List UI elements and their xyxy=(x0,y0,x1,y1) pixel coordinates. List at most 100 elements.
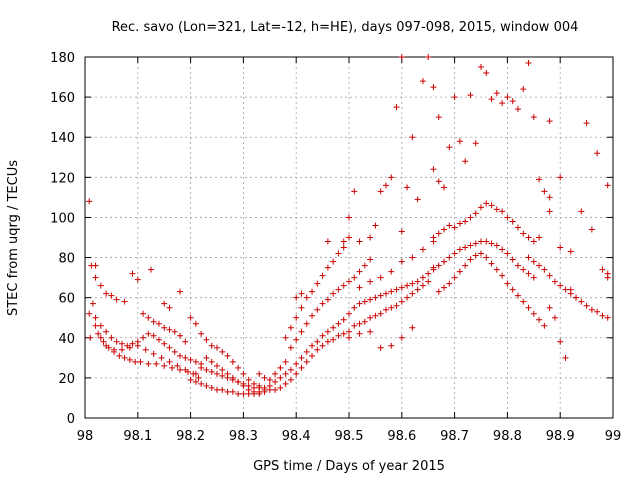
data-point xyxy=(208,358,215,365)
data-point xyxy=(319,342,326,349)
data-point xyxy=(100,338,107,345)
data-point xyxy=(536,262,543,269)
data-point xyxy=(335,250,342,257)
data-point xyxy=(287,324,294,331)
x-tick-label: 98.2 xyxy=(176,429,205,444)
data-point xyxy=(214,370,220,377)
data-point xyxy=(409,290,416,297)
data-point xyxy=(388,288,395,295)
data-point xyxy=(509,98,516,105)
data-point xyxy=(330,258,337,265)
data-point xyxy=(324,238,331,245)
data-point xyxy=(171,348,178,355)
data-point xyxy=(303,358,310,365)
data-point xyxy=(282,358,289,365)
data-point xyxy=(309,288,316,295)
data-point xyxy=(493,206,500,213)
data-point xyxy=(324,338,331,345)
data-point xyxy=(314,338,321,345)
data-point xyxy=(103,342,110,349)
data-point xyxy=(462,262,469,269)
data-point xyxy=(208,342,215,349)
data-point xyxy=(462,158,469,165)
data-point xyxy=(293,370,300,377)
data-point xyxy=(419,282,426,289)
data-point xyxy=(356,284,363,291)
data-point xyxy=(330,336,337,343)
data-point xyxy=(562,286,569,293)
data-point xyxy=(113,296,120,303)
data-point xyxy=(287,344,294,351)
data-point xyxy=(382,306,389,313)
data-point xyxy=(155,336,162,343)
data-point xyxy=(414,196,421,203)
data-point xyxy=(451,250,458,257)
data-point xyxy=(192,378,199,385)
x-tick-label: 99 xyxy=(605,429,622,444)
data-point xyxy=(171,328,178,335)
data-point xyxy=(256,390,263,397)
y-tick-label: 60 xyxy=(58,292,75,307)
data-point xyxy=(282,334,289,341)
data-point xyxy=(493,90,500,97)
data-point xyxy=(261,384,268,391)
data-point xyxy=(478,238,484,245)
data-point xyxy=(140,310,147,317)
data-point xyxy=(409,280,416,287)
data-point xyxy=(86,198,93,205)
data-point xyxy=(89,300,96,307)
data-point xyxy=(92,314,99,321)
data-point xyxy=(578,298,585,305)
data-point xyxy=(361,262,368,269)
data-point xyxy=(525,60,532,67)
data-point xyxy=(604,314,611,321)
data-point xyxy=(219,348,226,355)
data-point xyxy=(398,258,405,265)
data-point xyxy=(195,374,202,381)
data-point xyxy=(203,366,210,373)
y-tick-label: 40 xyxy=(58,332,75,347)
y-tick-label: 80 xyxy=(58,252,75,267)
data-point xyxy=(150,318,157,325)
data-point xyxy=(546,304,553,311)
data-point xyxy=(446,254,453,261)
data-point xyxy=(235,364,242,371)
x-tick-label: 98.4 xyxy=(282,429,311,444)
data-point xyxy=(187,314,194,321)
data-point xyxy=(198,364,205,371)
data-point xyxy=(456,138,463,145)
data-point xyxy=(340,330,347,337)
data-point xyxy=(546,194,553,201)
data-point xyxy=(604,274,611,281)
data-point xyxy=(536,234,543,241)
data-point xyxy=(298,304,305,311)
data-point xyxy=(158,354,165,361)
data-point xyxy=(488,96,495,103)
data-point xyxy=(161,300,168,307)
data-point xyxy=(235,390,242,397)
data-point xyxy=(425,270,432,277)
data-point xyxy=(335,332,342,339)
data-point xyxy=(319,272,326,279)
data-point xyxy=(340,316,347,323)
data-point xyxy=(467,214,474,221)
data-point xyxy=(224,370,231,377)
data-point xyxy=(393,104,400,111)
data-point xyxy=(361,298,368,305)
data-point xyxy=(478,204,484,211)
data-point xyxy=(356,330,363,337)
data-point xyxy=(335,320,342,327)
data-point xyxy=(108,334,115,341)
data-point xyxy=(367,256,374,263)
data-point xyxy=(483,238,490,245)
data-point xyxy=(557,174,564,181)
data-point xyxy=(324,296,331,303)
data-point xyxy=(198,380,205,387)
data-point xyxy=(504,250,511,257)
data-point xyxy=(314,280,321,287)
y-axis-label: STEC from uqrg / TECUs xyxy=(6,160,21,316)
data-point xyxy=(192,358,199,365)
data-point xyxy=(116,352,123,359)
data-point xyxy=(95,330,102,337)
